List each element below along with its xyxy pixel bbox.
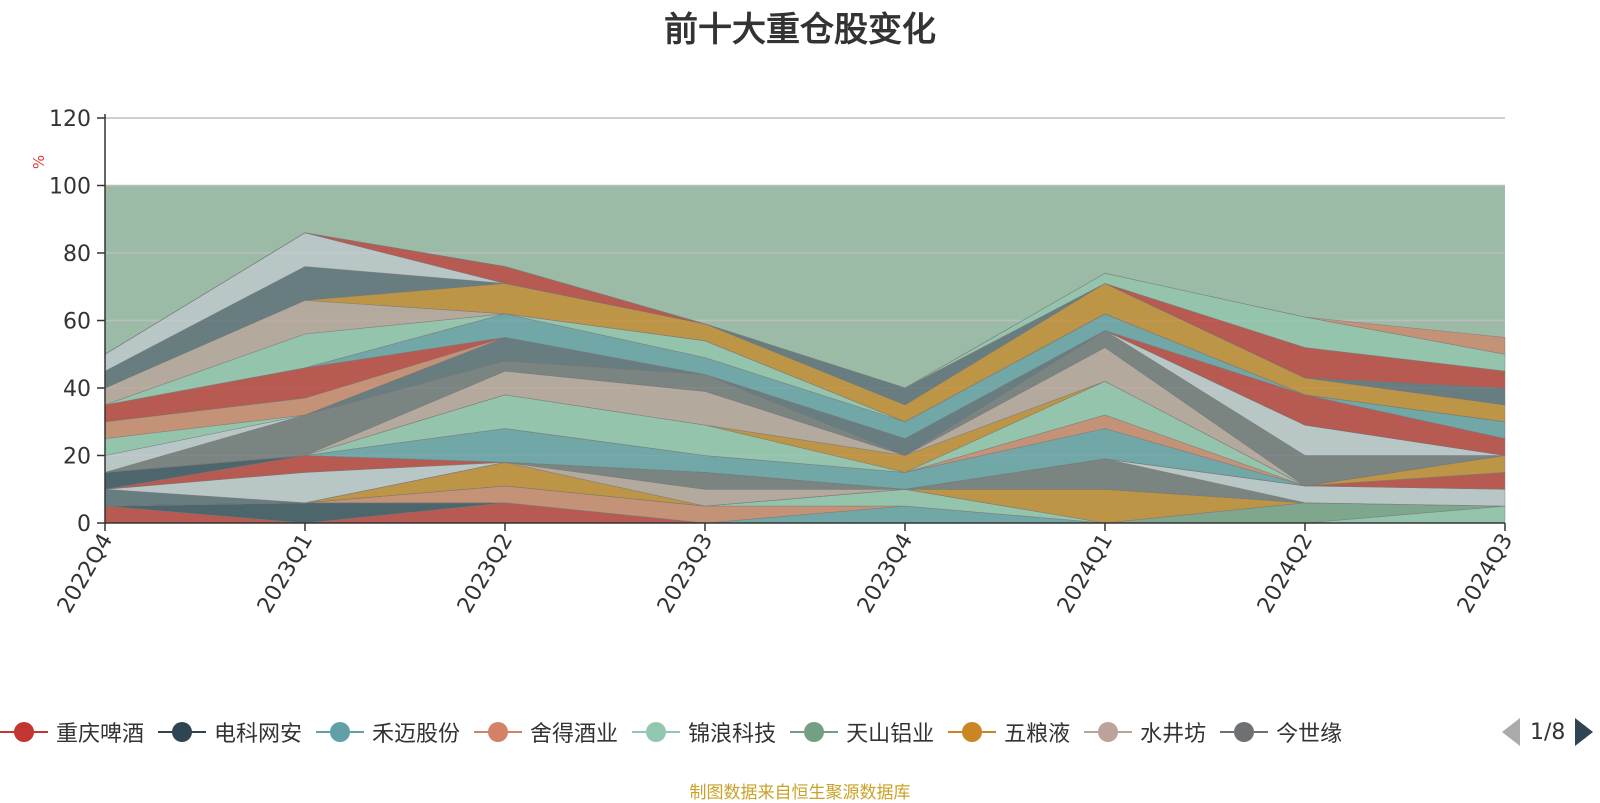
y-tick-label: 60: [63, 310, 91, 335]
y-tick-label: 80: [63, 242, 91, 267]
legend-marker-icon: [948, 722, 997, 742]
legend-marker-icon: [632, 722, 681, 742]
y-tick-label: 20: [63, 445, 91, 470]
legend-label: 舍得酒业: [530, 722, 619, 747]
legend-item[interactable]: 水井坊: [1084, 712, 1206, 752]
y-tick-label: 120: [49, 107, 91, 132]
x-tick-label: 2024Q3: [1453, 530, 1518, 618]
legend-marker-icon: [1084, 722, 1133, 742]
legend-marker-icon: [316, 722, 365, 742]
legend-label: 水井坊: [1140, 722, 1207, 747]
x-tick-label: 2022Q4: [53, 530, 118, 618]
legend-label: 天山铝业: [846, 722, 935, 747]
legend-item[interactable]: 锦浪科技: [632, 712, 776, 752]
x-tick-label: 2023Q2: [453, 530, 518, 618]
legend-label: 电科网安: [214, 722, 303, 747]
legend-marker-icon: [0, 722, 48, 742]
y-axis-unit-label: %: [30, 155, 48, 169]
legend-items: 重庆啤酒 电科网安 禾迈股份 舍得酒业 锦浪科技 天山铝业 五粮液 水井坊 今世缘: [0, 712, 1483, 752]
x-tick-label: 2023Q4: [853, 530, 918, 618]
legend-prev-icon[interactable]: [1500, 717, 1522, 747]
legend-marker-icon: [474, 722, 523, 742]
legend-item[interactable]: 舍得酒业: [474, 712, 618, 752]
legend-label: 五粮液: [1004, 722, 1071, 747]
legend-item[interactable]: 禾迈股份: [316, 712, 460, 752]
legend-page-indicator: 1/8: [1530, 719, 1566, 745]
x-tick-label: 2024Q1: [1053, 530, 1118, 618]
legend-item[interactable]: 今世缘: [1220, 712, 1342, 752]
legend-item[interactable]: 重庆啤酒: [0, 712, 144, 752]
legend-marker-icon: [158, 722, 207, 742]
x-tick-label: 2023Q1: [253, 530, 318, 618]
chart-plot: 0 20 40 60 80 100 120 2022Q4 2023Q1 2023Q2 2023Q3 2…: [30, 107, 1518, 618]
x-tick-label: 2024Q2: [1253, 530, 1318, 618]
legend-pagination: 1/8: [1500, 716, 1595, 748]
legend: 重庆啤酒 电科网安 禾迈股份 舍得酒业 锦浪科技 天山铝业 五粮液 水井坊 今世缘 1/8: [0, 712, 1600, 752]
legend-marker-icon: [790, 722, 839, 742]
y-tick-label: 40: [63, 377, 91, 402]
legend-label: 锦浪科技: [688, 722, 777, 747]
x-tick-label: 2023Q3: [653, 530, 718, 618]
legend-label: 今世缘: [1276, 722, 1343, 747]
legend-label: 重庆啤酒: [56, 722, 145, 747]
legend-label: 禾迈股份: [372, 722, 461, 747]
y-tick-label: 100: [49, 175, 91, 200]
legend-item[interactable]: 电科网安: [158, 712, 302, 752]
area-layer: [104, 232, 1506, 524]
chart-title: 前十大重仓股变化: [664, 10, 936, 50]
legend-item[interactable]: 五粮液: [948, 712, 1070, 752]
legend-item[interactable]: 天山铝业: [790, 712, 934, 752]
legend-next-icon[interactable]: [1573, 717, 1595, 747]
legend-marker-icon: [1220, 722, 1269, 742]
source-note: 制图数据来自恒生聚源数据库: [689, 783, 911, 803]
series-area-33: [104, 232, 1506, 389]
y-tick-label: 0: [77, 512, 91, 537]
